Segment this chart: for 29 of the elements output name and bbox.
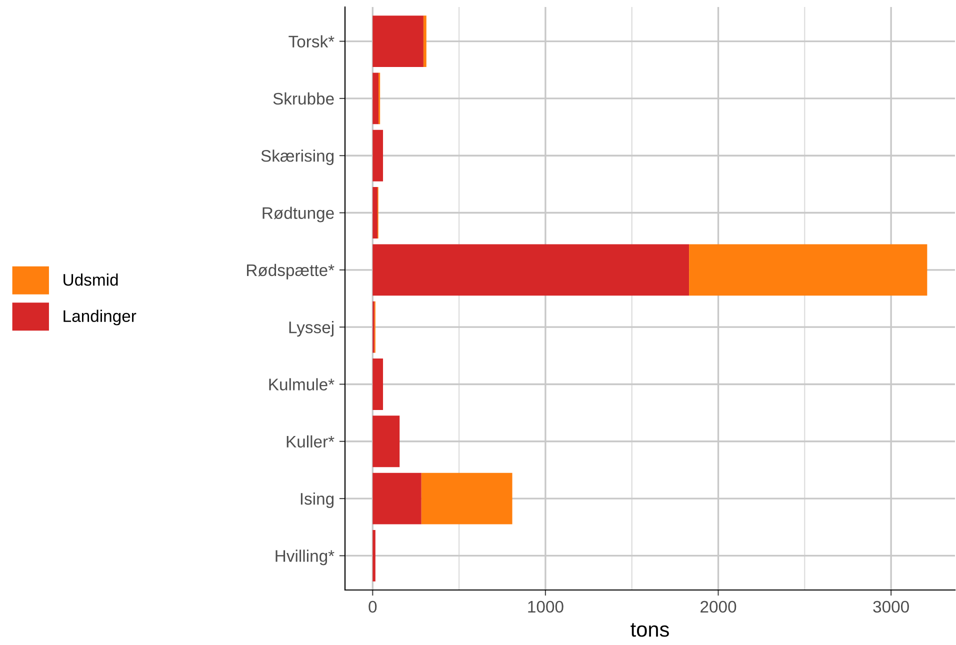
y-tick-label: Rødspætte* bbox=[247, 264, 334, 280]
y-tick-label: Kuller* bbox=[286, 435, 334, 448]
x-tick-label: 2000 bbox=[700, 600, 736, 613]
y-tick-label: Hvilling* bbox=[276, 550, 334, 566]
y-tick-label: Skærising bbox=[261, 150, 334, 166]
bar bbox=[372, 244, 690, 296]
bar bbox=[372, 187, 378, 238]
y-tick-label: Ising bbox=[300, 492, 334, 508]
y-tick-label: Kulmule* bbox=[269, 378, 334, 390]
bar bbox=[372, 530, 376, 582]
legend-label: Udsmid bbox=[64, 274, 118, 286]
bar bbox=[421, 472, 512, 524]
x-tick-label: 3000 bbox=[873, 600, 909, 613]
y-tick-label: Rødtunge bbox=[262, 206, 334, 222]
legend-label: Landinger bbox=[64, 310, 136, 326]
y-tick-label: Skrubbe bbox=[273, 92, 334, 105]
x-tick-label: 0 bbox=[368, 600, 377, 613]
x-tick-label: 1000 bbox=[528, 600, 564, 613]
bar bbox=[689, 244, 928, 296]
bar bbox=[372, 416, 400, 468]
bar bbox=[372, 130, 384, 182]
bar bbox=[372, 72, 379, 124]
bar bbox=[372, 472, 422, 524]
bar bbox=[372, 16, 424, 68]
y-tick-label: Lyssej bbox=[289, 321, 334, 337]
y-tick-label: Torsk* bbox=[288, 35, 334, 48]
x-axis-title: tons bbox=[630, 623, 669, 637]
bar bbox=[423, 16, 426, 68]
bar bbox=[372, 358, 384, 410]
